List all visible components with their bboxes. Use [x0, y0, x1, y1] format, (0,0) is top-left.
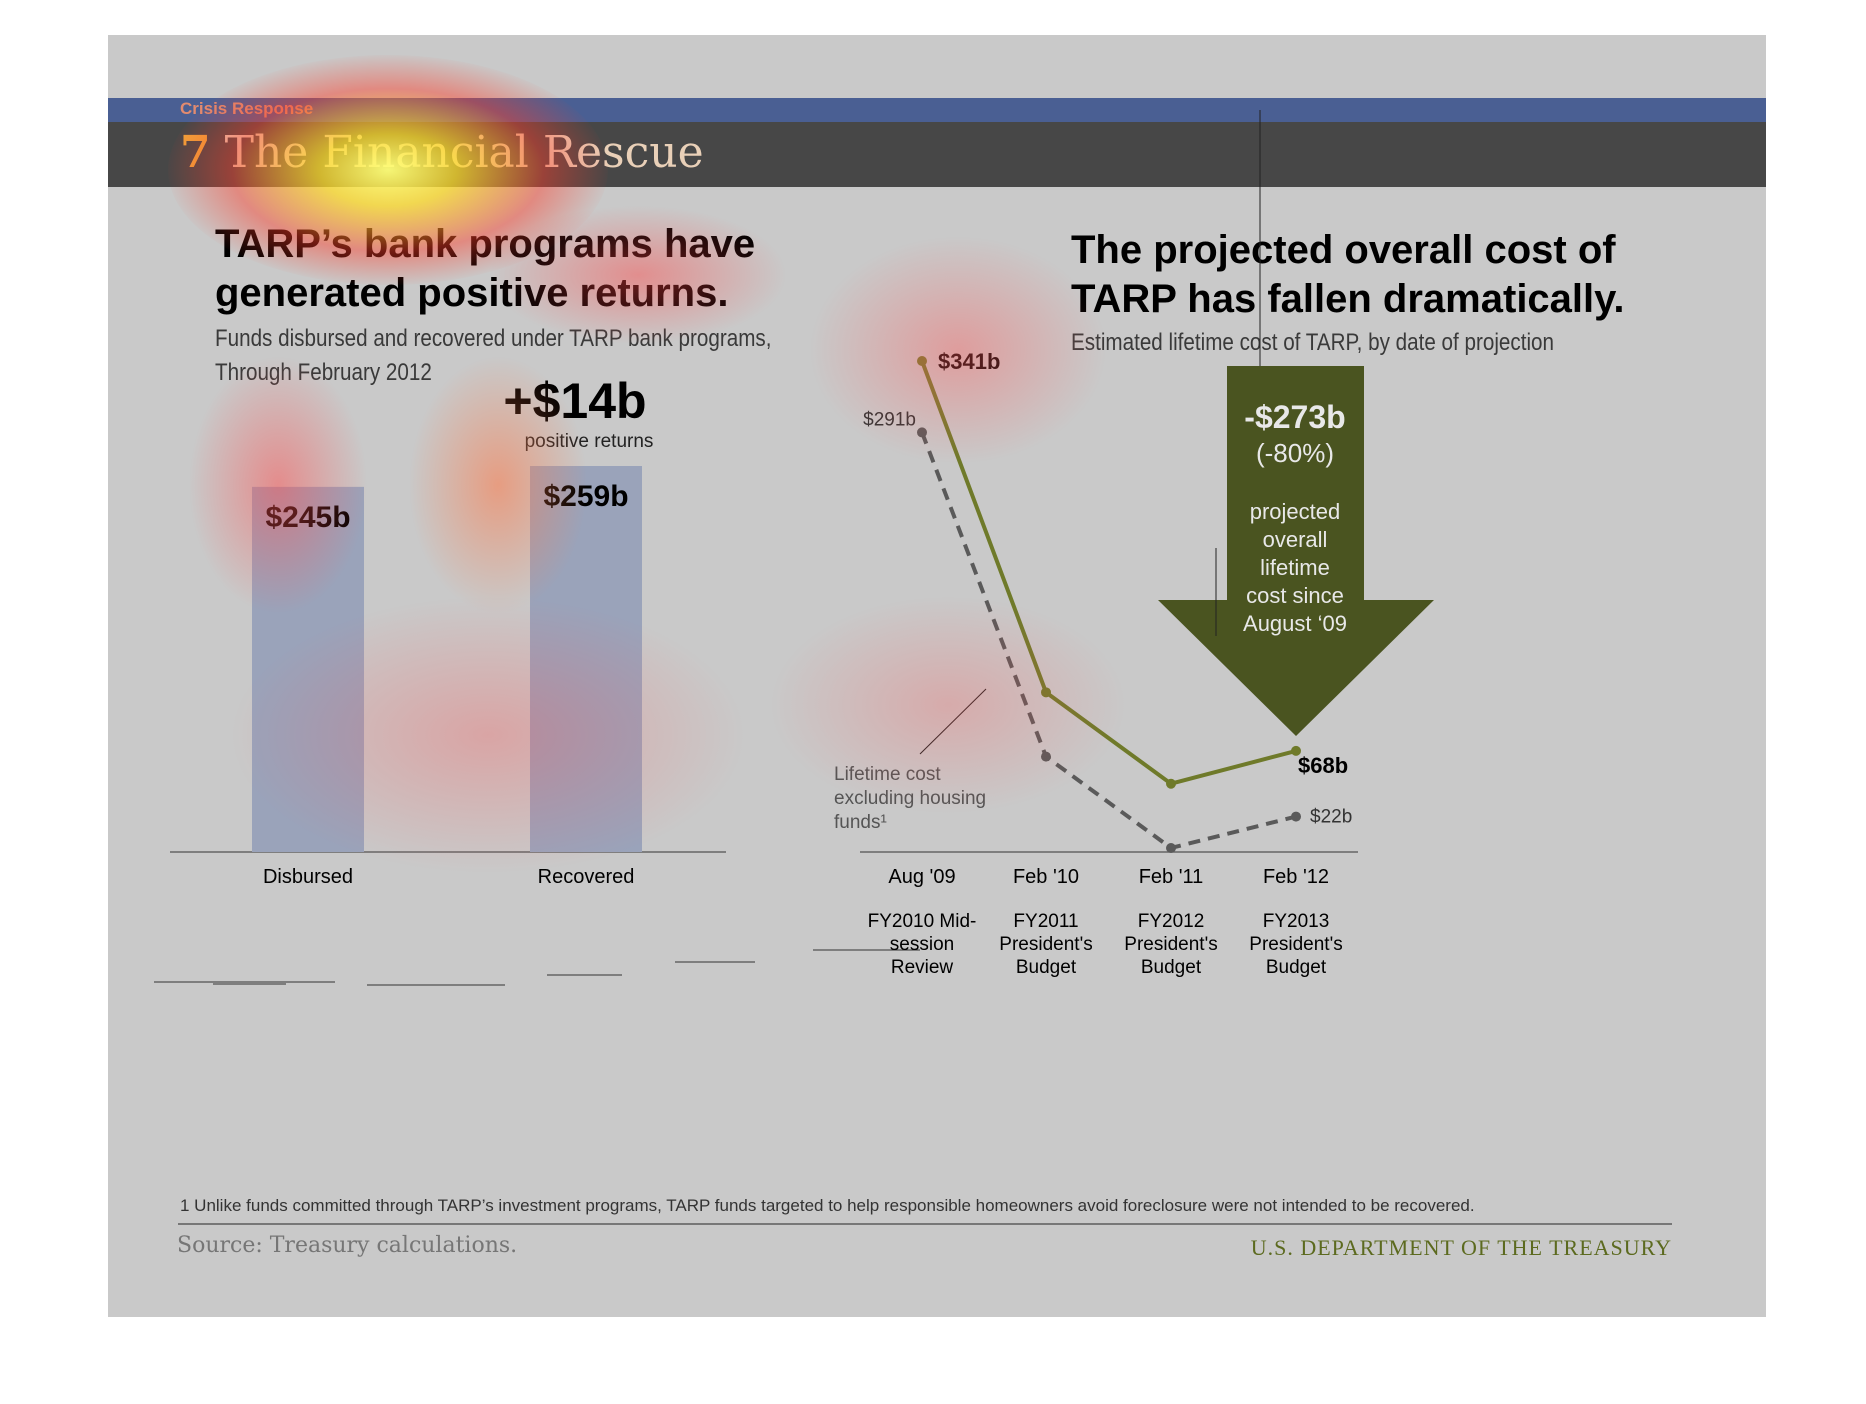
point-label: $68b: [1298, 753, 1348, 778]
series-point-lifetime-cost: [1041, 687, 1051, 698]
x-tick-sublabel: President's: [999, 934, 1092, 955]
arrow-text-line: overall: [1263, 527, 1328, 552]
x-tick-label: Feb '10: [1013, 866, 1079, 888]
series-point-excluding-housing: [917, 427, 927, 438]
right-heading: The projected overall cost of TARP has f…: [1071, 226, 1625, 324]
annotation-leader-line: [919, 688, 987, 755]
series-point-lifetime-cost: [1166, 778, 1176, 789]
annotation-text-line: excluding housing: [834, 788, 986, 809]
series-point-lifetime-cost: [917, 356, 927, 366]
x-tick-sublabel: Review: [891, 957, 954, 978]
right-subtitle: Estimated lifetime cost of TARP, by date…: [1071, 329, 1554, 356]
right-heading-line1: The projected overall cost of: [1071, 228, 1616, 272]
series-line-excluding-housing: [920, 431, 1297, 851]
arrow-text-line: cost since: [1246, 583, 1344, 608]
point-label: $341b: [938, 349, 1000, 374]
footer-rule: [178, 1223, 1672, 1225]
annotation-text-line: Lifetime cost: [834, 764, 941, 785]
slide: Crisis Response 7 The Financial Rescue TA…: [108, 35, 1766, 1317]
x-tick-sublabel: FY2013: [1263, 911, 1330, 932]
x-tick-label: Feb '11: [1139, 866, 1204, 888]
arrow-text-line: lifetime: [1260, 555, 1330, 580]
x-tick-sublabel: FY2010 Mid-: [868, 911, 977, 932]
series-point-excluding-housing: [1166, 843, 1176, 853]
right-heading-line2: TARP has fallen dramatically.: [1071, 277, 1625, 321]
series-point-excluding-housing: [1291, 811, 1301, 822]
x-tick-sublabel: FY2012: [1138, 911, 1205, 932]
x-tick-sublabel: Budget: [1016, 957, 1077, 978]
agency-name: U.S. DEPARTMENT OF THE TREASURY: [1250, 1235, 1672, 1260]
source-note: Source: Treasury calculations.: [177, 1233, 518, 1258]
bar-category-label: Disbursed: [263, 866, 353, 888]
arrow-value-label: -$273b: [1244, 399, 1345, 435]
series-point-excluding-housing: [1041, 751, 1051, 762]
x-tick-label: Feb '12: [1263, 866, 1329, 888]
bar-category-label: Recovered: [538, 866, 635, 888]
series-line-lifetime-cost: [920, 360, 1297, 786]
footnote: 1 Unlike funds committed through TARP’s …: [180, 1196, 1475, 1215]
down-arrow: [1158, 366, 1434, 736]
x-tick-sublabel: President's: [1249, 934, 1342, 955]
point-label: $291b: [863, 409, 916, 430]
left-subtitle-line1: Funds disbursed and recovered under TARP…: [215, 325, 772, 352]
x-tick-sublabel: Budget: [1266, 957, 1327, 978]
arrow-text-line: projected: [1250, 499, 1341, 524]
x-tick-sublabel: President's: [1124, 934, 1217, 955]
arrow-percent-label: (-80%): [1256, 438, 1334, 468]
arrow-text-line: August ‘09: [1243, 611, 1347, 636]
line-chart: -$273b(-80%) projected overall lifetime cost…: [834, 110, 1434, 978]
x-tick-sublabel: session: [890, 934, 954, 955]
annotation-text-line: funds¹: [834, 812, 887, 833]
series-point-lifetime-cost: [1291, 745, 1301, 756]
x-tick-sublabel: Budget: [1141, 957, 1202, 978]
x-tick-sublabel: FY2011: [1013, 911, 1078, 932]
x-tick-label: Aug '09: [888, 866, 955, 888]
point-label: $22b: [1310, 807, 1352, 828]
